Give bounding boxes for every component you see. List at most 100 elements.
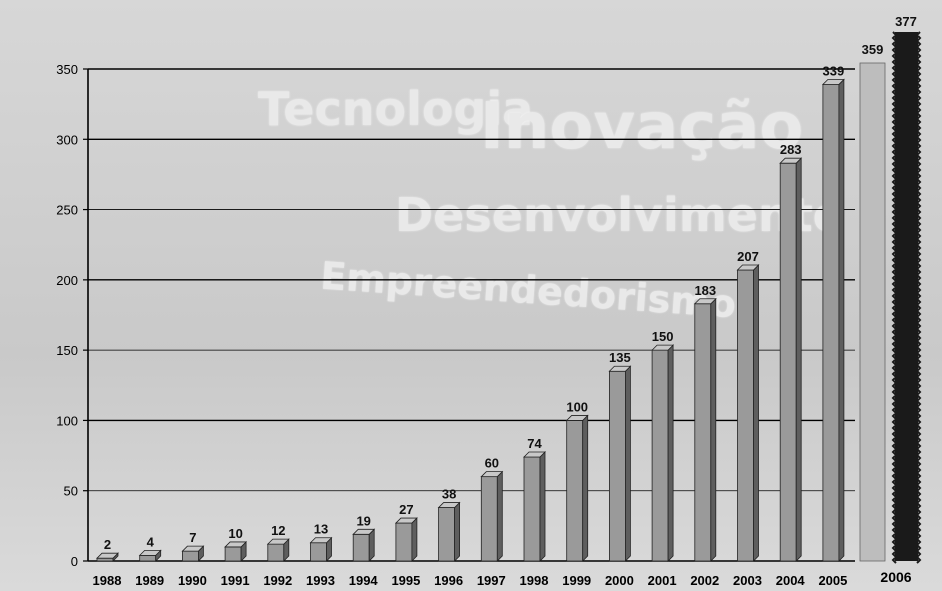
x-tick-label: 2003: [733, 573, 762, 588]
bar-top: [352, 528, 376, 535]
bar-top: [437, 502, 461, 508]
bar-side: [667, 344, 674, 562]
data-label: 339: [823, 63, 845, 78]
data-label: 27: [399, 502, 413, 517]
data-label: 283: [780, 142, 802, 157]
bar-edge: [891, 31, 898, 564]
data-label: 12: [271, 523, 285, 538]
bar: [651, 349, 669, 562]
bar-top: [96, 552, 119, 559]
x-tick-label: 2000: [605, 573, 634, 588]
bar-side: [539, 451, 546, 562]
y-tick-label: 150: [56, 343, 78, 358]
bar-top: [736, 264, 760, 271]
bar-edge: [915, 31, 922, 564]
bar: [395, 522, 413, 562]
bar-top: [693, 298, 717, 305]
x-tick-label: 1998: [520, 573, 549, 588]
x-tick-label: 1999: [562, 573, 591, 588]
bar: [181, 550, 199, 562]
bar-top: [651, 344, 675, 351]
y-tick-label: 50: [64, 484, 78, 499]
bar: [352, 533, 370, 562]
x-tick-label: 2002: [690, 573, 719, 588]
data-label: 207: [737, 249, 759, 264]
x-tick-label: 2005: [818, 573, 847, 588]
background-word-tecnologia: Tecnologia: [258, 82, 534, 136]
bar-side: [454, 501, 461, 562]
x-tick-label: 1990: [178, 573, 207, 588]
data-label: 74: [527, 436, 542, 451]
y-tick-label: 250: [56, 203, 78, 218]
bar-top: [309, 537, 333, 544]
bar-top: [523, 451, 546, 458]
x-tick-label: 1988: [93, 573, 122, 588]
x-tick-label: 2004: [776, 573, 806, 588]
x-tick-label: 1991: [221, 573, 250, 588]
bar-top: [821, 79, 845, 85]
data-label: 359: [862, 42, 884, 57]
bar: [480, 476, 498, 562]
data-label: 377: [895, 14, 917, 29]
bar: [566, 420, 584, 562]
x-tick-label: 1994: [349, 573, 379, 588]
extra-bar: [859, 62, 886, 562]
bar: [96, 557, 114, 562]
y-tick-label: 350: [56, 62, 78, 77]
y-tick-label: 300: [56, 132, 78, 147]
data-label: 183: [694, 283, 716, 298]
bar-top: [608, 365, 632, 372]
x-tick-label: 2001: [648, 573, 677, 588]
x-tick-label: 1995: [391, 573, 420, 588]
data-label: 100: [566, 399, 588, 414]
background-word-desenvolvimento: Desenvolvimento: [395, 188, 845, 242]
bar-side: [625, 365, 631, 562]
bar-side: [496, 470, 503, 562]
bar-side: [753, 264, 759, 562]
bar: [895, 32, 918, 561]
bar: [779, 162, 797, 562]
bar-top: [266, 538, 290, 545]
bar-top: [181, 545, 205, 552]
data-label: 135: [609, 350, 631, 365]
data-label: 19: [356, 513, 370, 528]
y-tick-label: 100: [56, 413, 78, 428]
bar: [224, 546, 242, 562]
bar-side: [795, 157, 802, 562]
bar-side: [838, 78, 845, 562]
bar-top: [138, 549, 162, 556]
bar: [737, 269, 754, 562]
y-tick-label: 0: [71, 554, 78, 569]
bar: [822, 84, 840, 562]
bar-top: [480, 471, 504, 478]
bar-side: [710, 297, 717, 562]
bar: [523, 456, 541, 562]
x-tick-label: 1996: [434, 573, 463, 588]
x-tick-label: 1992: [263, 573, 292, 588]
bar-top: [394, 517, 418, 524]
bar-top: [565, 415, 589, 421]
bar: [267, 543, 285, 562]
x-tick-label: 2006: [880, 569, 911, 585]
x-tick-label: 1989: [135, 573, 164, 588]
bar-side: [582, 414, 589, 562]
bar-side: [411, 517, 418, 562]
data-label: 13: [314, 522, 328, 537]
data-label: 10: [228, 526, 242, 541]
data-label: 60: [485, 456, 499, 471]
data-label: 7: [189, 530, 196, 545]
x-tick-label: 1993: [306, 573, 335, 588]
bar: [694, 303, 712, 562]
bar: [310, 542, 327, 562]
bar: [139, 554, 157, 562]
data-label: 38: [442, 487, 456, 502]
bar-top: [224, 541, 248, 548]
bar-top: [779, 157, 803, 164]
background-word-inovacao: Inovação: [480, 90, 804, 164]
data-label: 4: [147, 534, 155, 549]
data-label: 150: [652, 329, 674, 344]
bar: [438, 507, 456, 562]
y-tick-label: 200: [56, 273, 78, 288]
